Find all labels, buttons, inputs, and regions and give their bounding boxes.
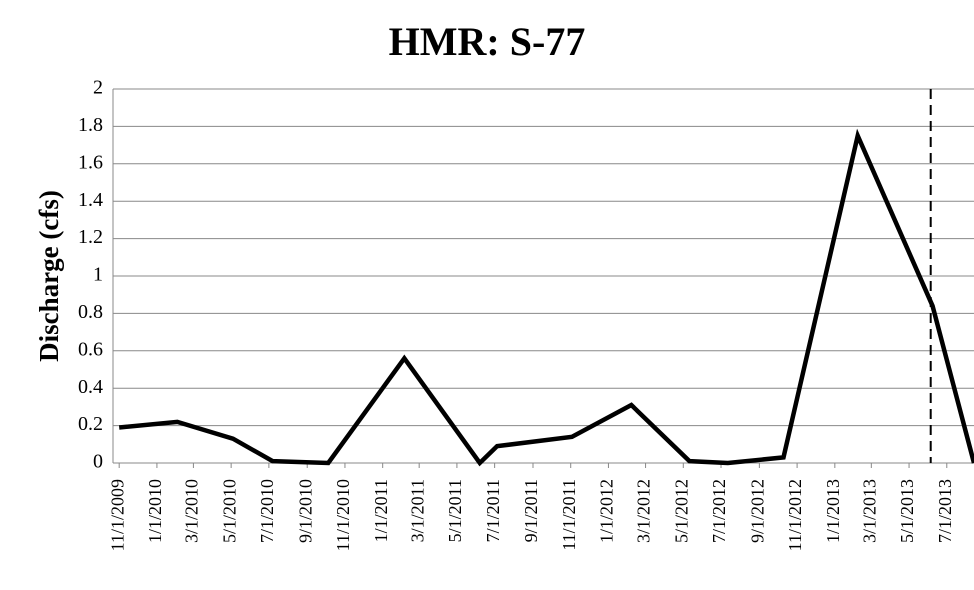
x-tick-label: 9/1/2010 — [295, 479, 315, 543]
x-tick-label: 3/1/2013 — [859, 479, 879, 543]
x-tick-label: 5/1/2013 — [897, 479, 917, 543]
x-tick-label: 5/1/2012 — [671, 479, 691, 543]
x-tick-label: 3/1/2010 — [182, 479, 202, 543]
x-tick-label: 1/1/2011 — [371, 479, 391, 542]
x-tick-label: 3/1/2011 — [407, 479, 427, 542]
y-tick-label: 1.2 — [78, 226, 103, 248]
x-tick-label: 7/1/2013 — [935, 479, 955, 543]
y-axis-label: Discharge (cfs) — [34, 190, 64, 362]
y-tick-label: 1 — [93, 264, 103, 286]
x-tick-label: 1/1/2010 — [145, 479, 165, 543]
chart-title: HMR: S-77 — [389, 19, 586, 64]
y-tick-label: 2 — [93, 77, 103, 99]
data-line — [118, 128, 974, 467]
x-tick-label: 1/1/2013 — [823, 479, 843, 543]
y-tick-label: 0.6 — [78, 338, 103, 360]
x-tick-label: 11/1/2010 — [333, 479, 353, 551]
x-tick-label: 7/1/2010 — [257, 479, 277, 543]
x-tick-label: 11/1/2012 — [785, 479, 805, 551]
x-tick-label: 3/1/2012 — [634, 479, 654, 543]
y-tick-label: 0.4 — [78, 376, 103, 398]
y-tick-label: 1.8 — [78, 114, 103, 136]
y-tick-label: 0 — [93, 451, 103, 473]
y-tick-label: 1.4 — [78, 189, 103, 211]
y-tick-label: 0.2 — [78, 413, 103, 435]
x-tick-label: 7/1/2012 — [709, 479, 729, 543]
x-tick-label: 5/1/2010 — [219, 479, 239, 543]
x-tick-label: 1/1/2012 — [597, 479, 617, 543]
x-tick-label: 5/1/2011 — [445, 479, 465, 542]
x-tick-label: 7/1/2011 — [483, 479, 503, 542]
y-tick-label: 0.8 — [78, 301, 103, 323]
x-tick-label: 11/1/2011 — [559, 479, 579, 551]
x-tick-label: 9/1/2011 — [521, 479, 541, 542]
y-tick-label: 1.6 — [78, 151, 103, 173]
x-tick-label: 9/1/2012 — [747, 479, 767, 543]
x-tick-label: 11/1/2009 — [107, 479, 127, 551]
